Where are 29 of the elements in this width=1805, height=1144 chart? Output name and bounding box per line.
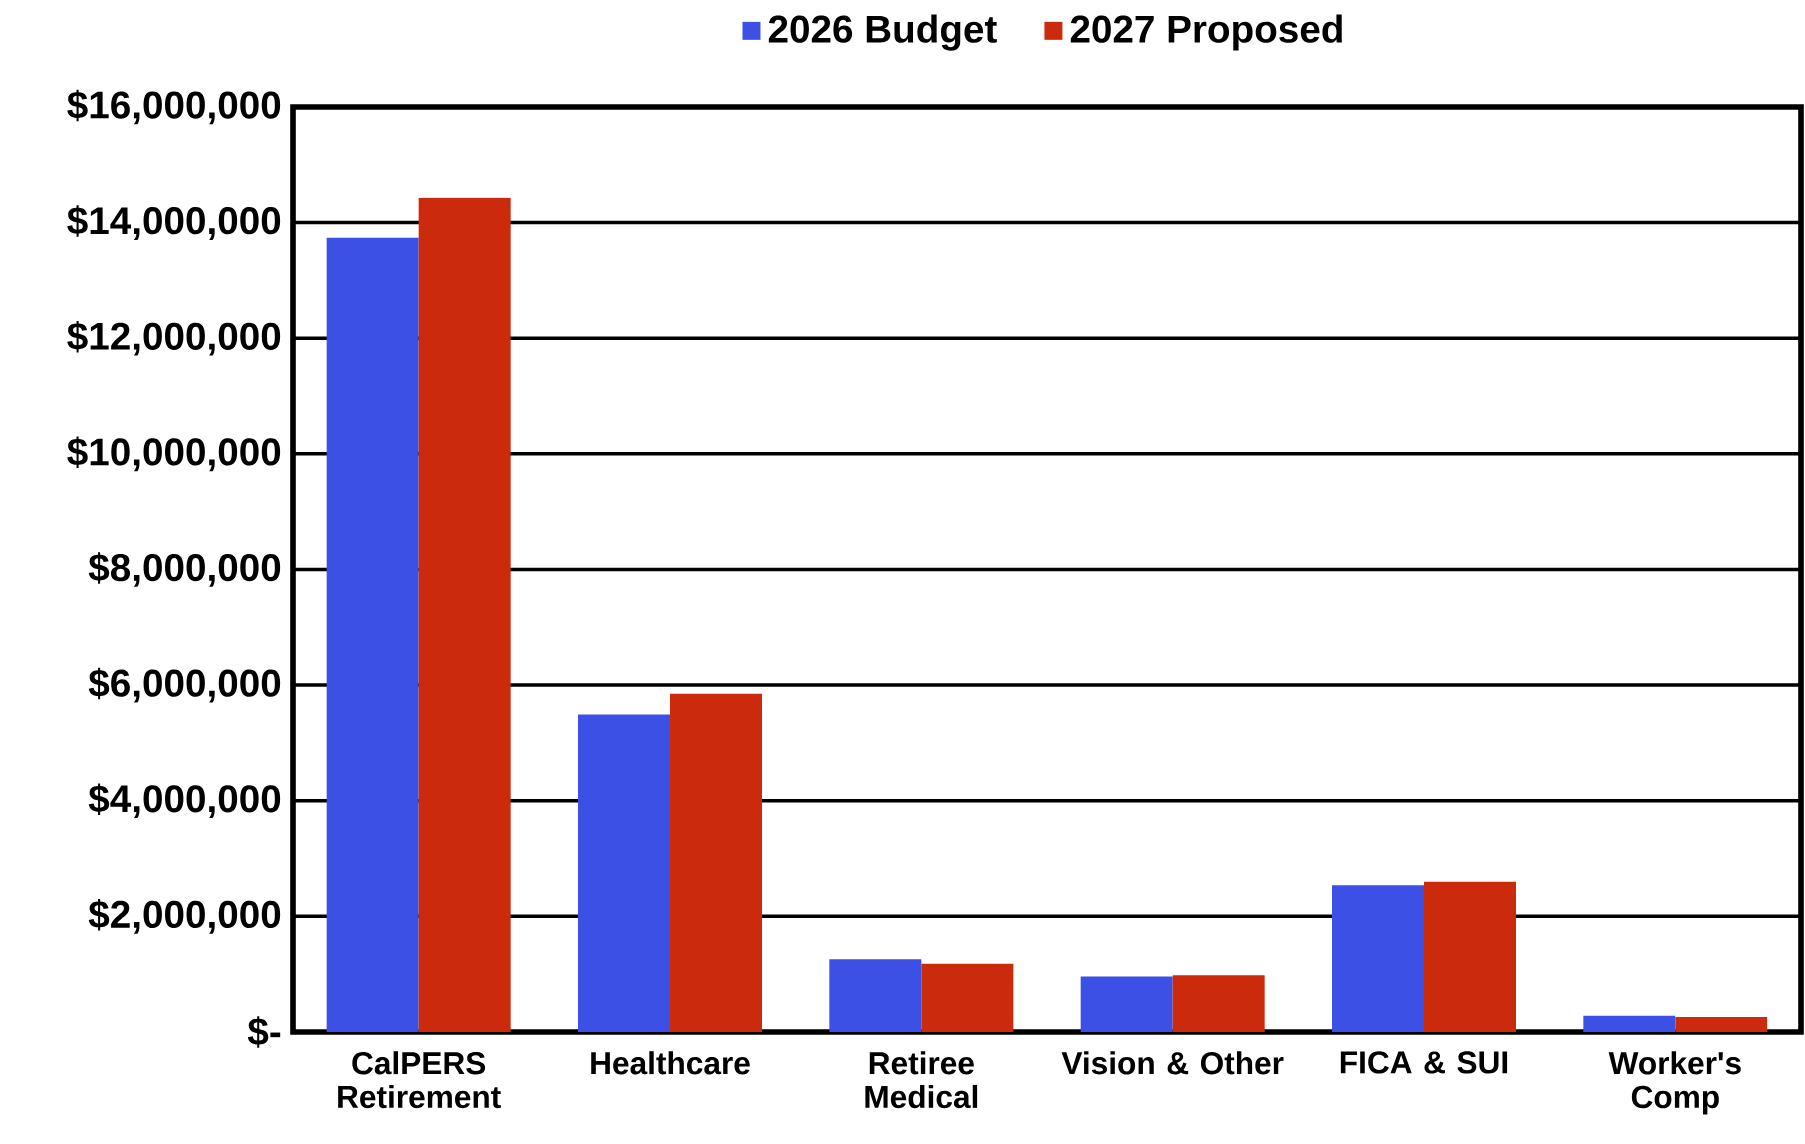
x-tick-label: FICA & SUI	[1340, 1051, 1508, 1074]
bar	[326, 237, 419, 1032]
legend-label: 2026 Budget	[768, 14, 997, 51]
y-tick-label: $10,000,000	[67, 436, 281, 472]
y-tick-label: $16,000,000	[67, 89, 281, 125]
bar	[1675, 1016, 1768, 1032]
bar	[1332, 885, 1424, 1032]
bar	[1583, 1015, 1676, 1032]
x-tick-label: CalPERS Retirement	[338, 1051, 501, 1109]
legend-label: 2027 Proposed	[1070, 14, 1342, 51]
bar	[418, 197, 511, 1032]
bar	[1424, 881, 1516, 1032]
bar	[670, 693, 763, 1032]
x-tick-label: Retiree Medical	[865, 1051, 978, 1109]
bar	[921, 963, 1014, 1032]
x-tick-label: Vision & Other	[1061, 1051, 1284, 1075]
bar	[578, 714, 671, 1032]
y-tick-label: $4,000,000	[88, 783, 281, 819]
x-tick-label: Healthcare	[591, 1051, 750, 1075]
y-tick-label: $6,000,000	[88, 667, 281, 703]
x-tick-label: Worker's Comp	[1608, 1051, 1741, 1115]
y-tick-label: $12,000,000	[67, 320, 281, 356]
y-tick-label: $-	[247, 1016, 281, 1048]
bar	[1172, 975, 1265, 1032]
y-tick-label: $14,000,000	[67, 205, 281, 240]
y-tick-label: $2,000,000	[88, 899, 281, 934]
bar	[1080, 976, 1173, 1032]
bar	[829, 959, 922, 1032]
y-tick-label: $8,000,000	[88, 552, 281, 587]
